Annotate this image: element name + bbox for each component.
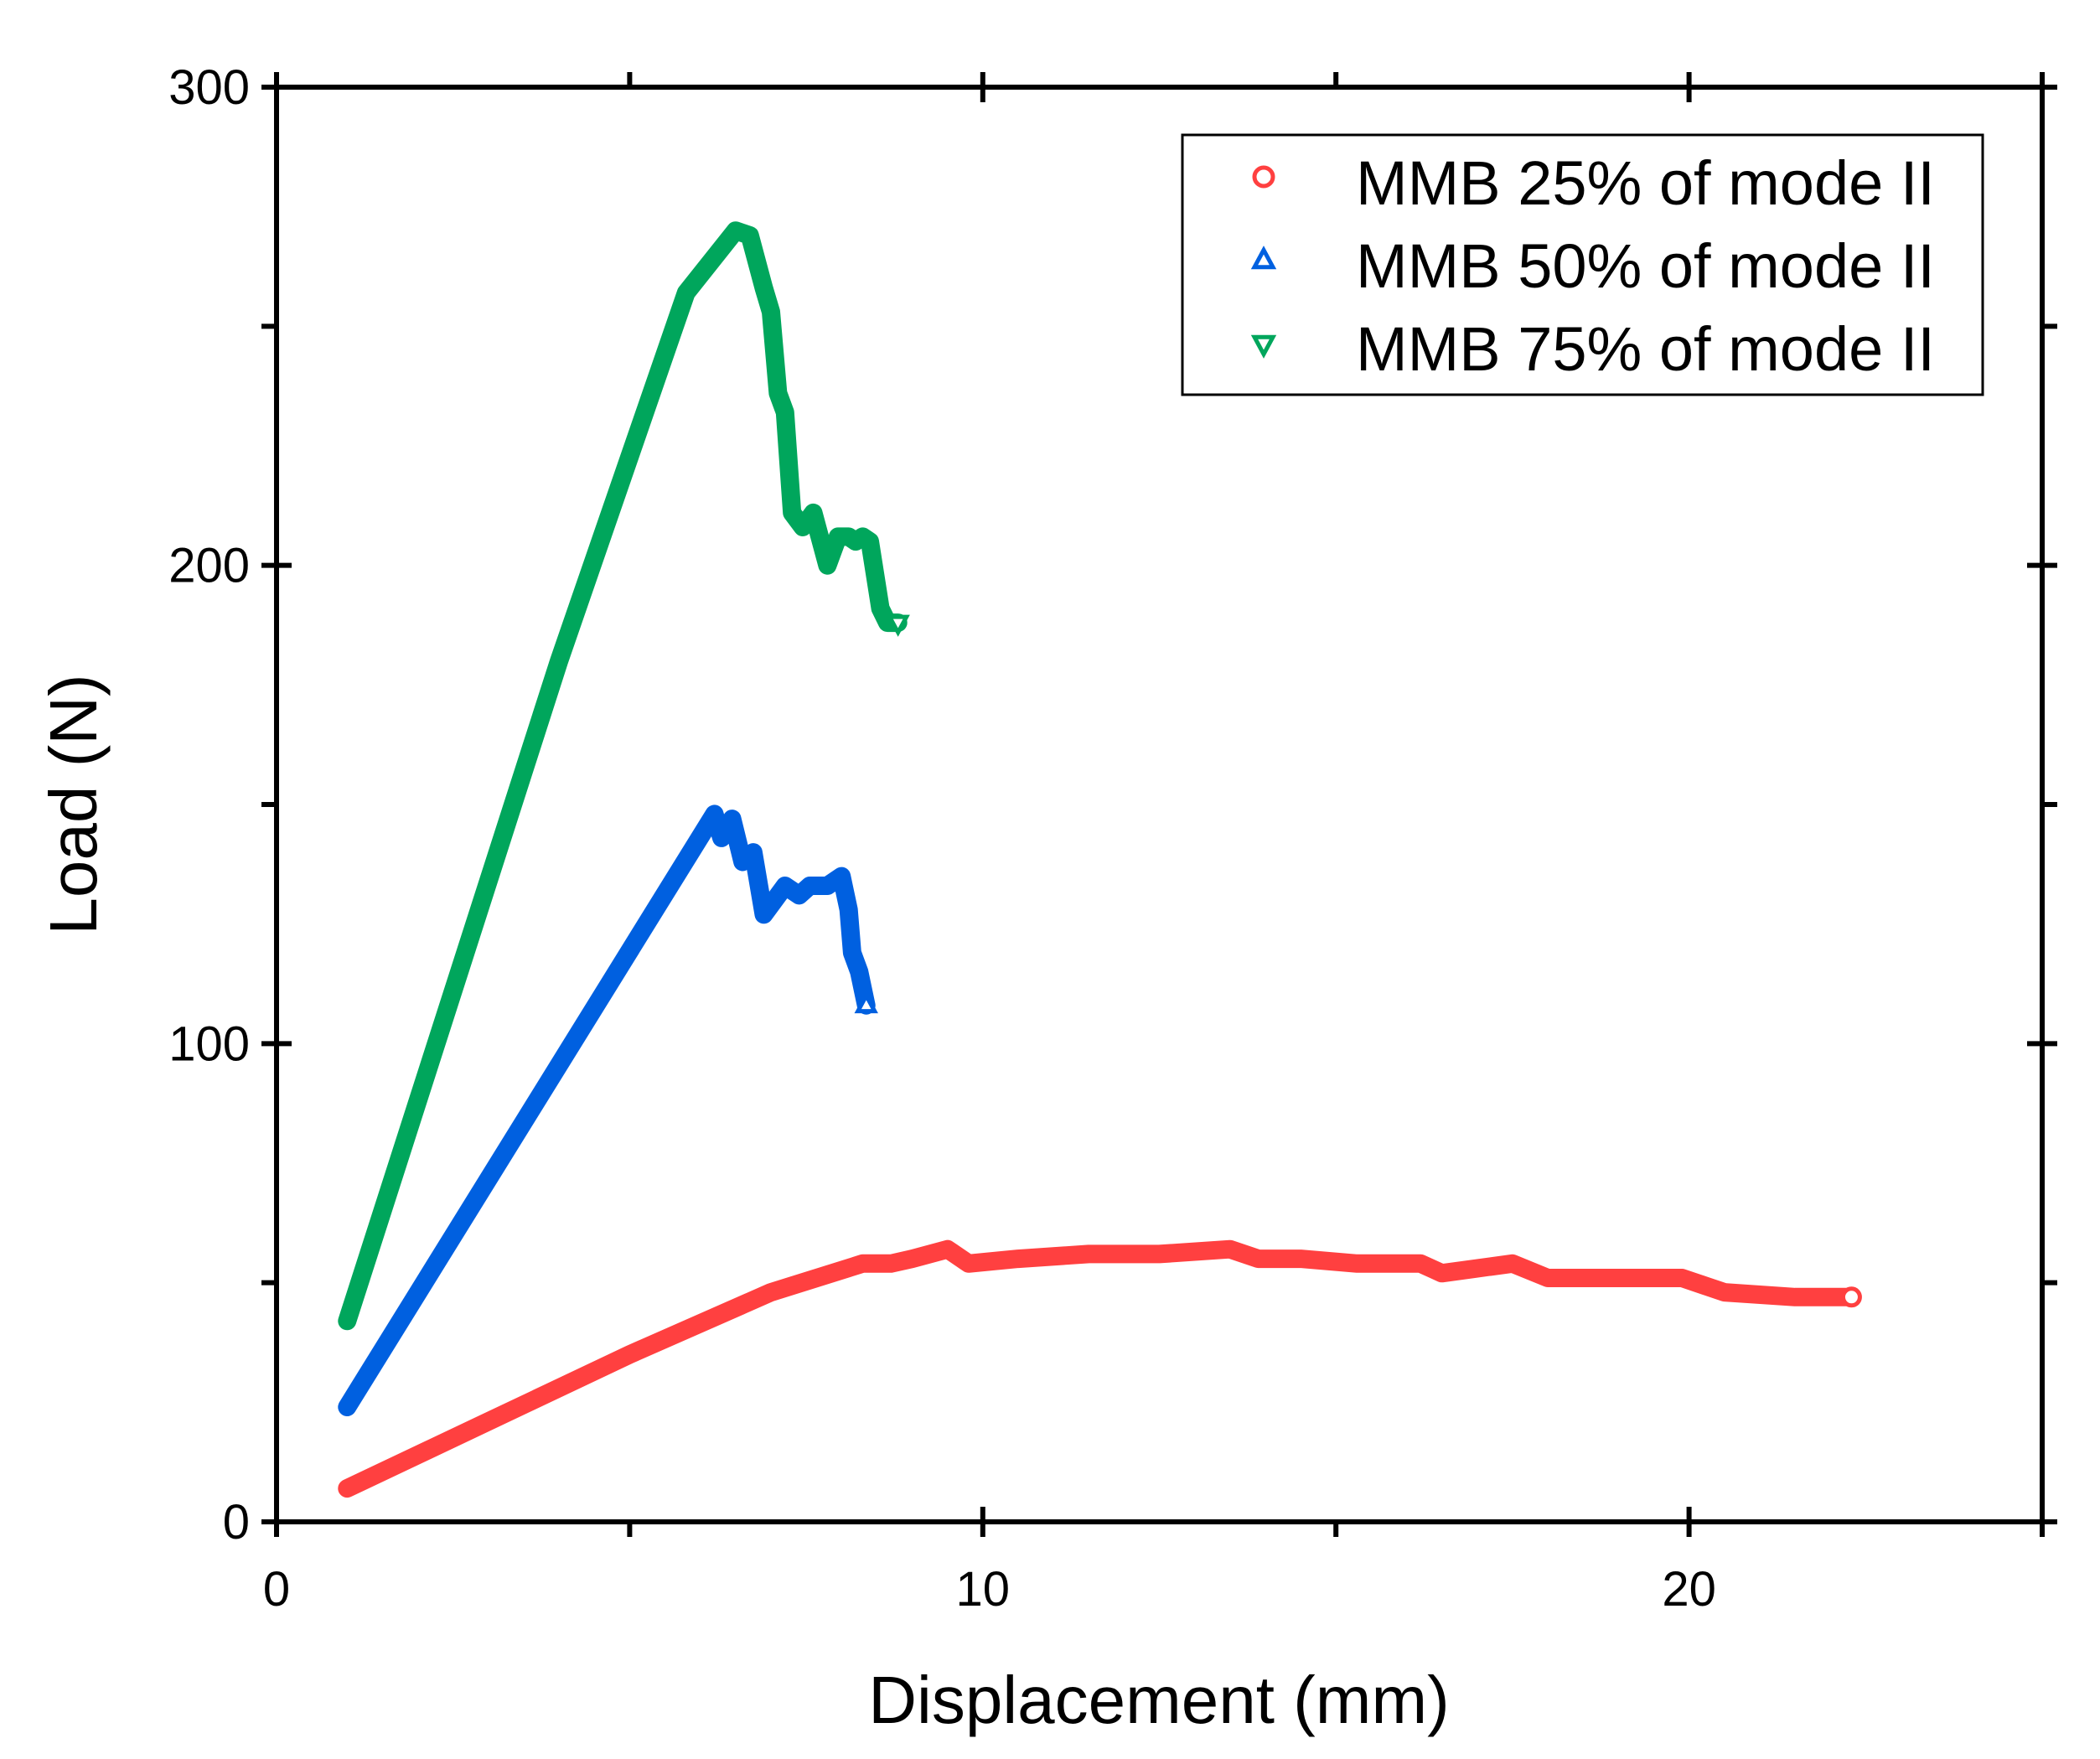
legend-box bbox=[1181, 133, 1984, 396]
series-line-0 bbox=[338, 1239, 1861, 1498]
plot-area bbox=[338, 221, 1862, 1498]
legend-marker-1 bbox=[1250, 246, 1277, 270]
legend-marker-0 bbox=[1252, 165, 1275, 189]
legend-label-25: MMB 25% of mode II bbox=[1356, 148, 1935, 218]
series-end-marker-0 bbox=[1840, 1286, 1862, 1308]
y-axis-title: Load (N) bbox=[36, 674, 111, 934]
y-tick-label: 0 bbox=[223, 1495, 250, 1549]
legend-markers bbox=[1250, 165, 1277, 359]
legend: MMB 25% of mode II MMB 50% of mode II MM… bbox=[1181, 133, 1984, 396]
x-tick-label: 20 bbox=[1662, 1562, 1716, 1617]
series-line-2 bbox=[338, 221, 908, 1331]
x-axis-title: Displacement (mm) bbox=[868, 1663, 1449, 1737]
x-tick-label: 0 bbox=[263, 1562, 290, 1617]
legend-marker-2 bbox=[1250, 334, 1277, 359]
y-tick-label: 200 bbox=[168, 539, 250, 593]
series-end-marker-1 bbox=[854, 991, 878, 1014]
legend-label-50: MMB 50% of mode II bbox=[1356, 231, 1935, 301]
axis-ticks bbox=[261, 72, 2057, 1537]
y-tick-label: 300 bbox=[168, 60, 250, 115]
x-tick-label: 10 bbox=[956, 1562, 1011, 1617]
legend-label-75: MMB 75% of mode II bbox=[1356, 314, 1935, 384]
series-end-marker-2 bbox=[886, 614, 910, 637]
series-line-1 bbox=[338, 804, 876, 1416]
y-tick-label: 100 bbox=[168, 1017, 250, 1071]
